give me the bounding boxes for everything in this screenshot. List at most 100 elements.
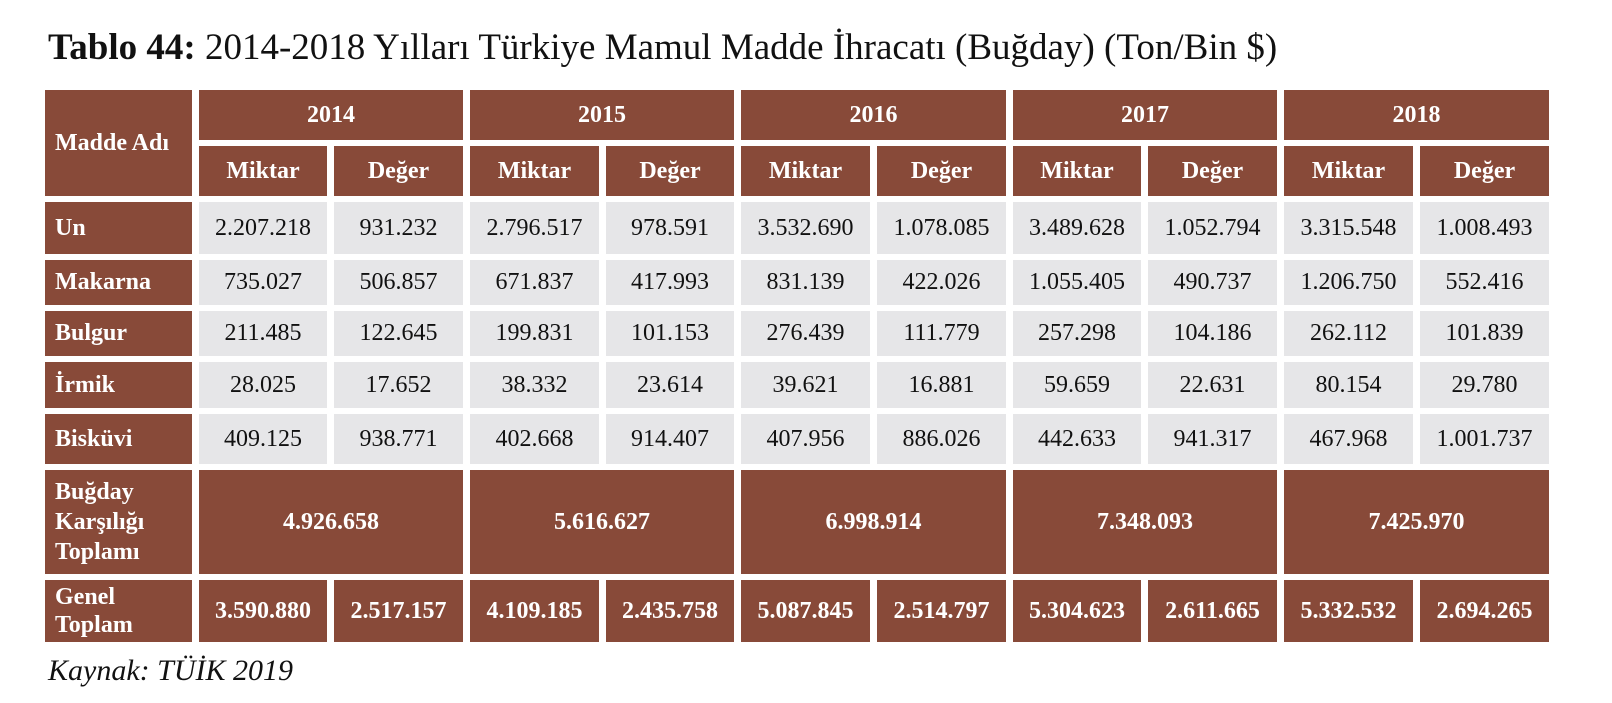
value-cell: 735.027: [199, 260, 327, 305]
total-cell: 2.694.265: [1420, 580, 1549, 642]
value-cell: 16.881: [877, 362, 1006, 408]
value-cell: 1.001.737: [1420, 414, 1549, 464]
value-cell: 3.532.690: [741, 202, 870, 254]
year-header: 2014: [199, 90, 463, 140]
value-cell: 39.621: [741, 362, 870, 408]
value-cell: 111.779: [877, 311, 1006, 356]
value-cell: 941.317: [1148, 414, 1277, 464]
value-cell: 831.139: [741, 260, 870, 305]
row-label: Bisküvi: [45, 414, 192, 464]
year-header: 2016: [741, 90, 1006, 140]
year-header: 2018: [1284, 90, 1549, 140]
table-title: Tablo 44: 2014-2018 Yılları Türkiye Mamu…: [48, 26, 1277, 70]
total-cell: 5.332.532: [1284, 580, 1413, 642]
value-cell: 886.026: [877, 414, 1006, 464]
value-cell: 262.112: [1284, 311, 1413, 356]
value-cell: 1.008.493: [1420, 202, 1549, 254]
value-cell: 101.153: [606, 311, 734, 356]
table-number: Tablo 44:: [48, 27, 196, 68]
value-cell: 938.771: [334, 414, 463, 464]
year-header: 2015: [470, 90, 734, 140]
total-cell: 7.425.970: [1284, 470, 1549, 574]
miktar-header: Miktar: [199, 146, 327, 196]
value-cell: 22.631: [1148, 362, 1277, 408]
total-cell: 5.616.627: [470, 470, 734, 574]
total-cell: 2.517.157: [334, 580, 463, 642]
total-cell: 5.087.845: [741, 580, 870, 642]
deger-header: Değer: [334, 146, 463, 196]
table-row: Makarna 735.027 506.857 671.837 417.993 …: [45, 260, 1549, 305]
miktar-header: Miktar: [1013, 146, 1141, 196]
year-header: 2017: [1013, 90, 1277, 140]
value-cell: 104.186: [1148, 311, 1277, 356]
value-cell: 1.078.085: [877, 202, 1006, 254]
table-caption: 2014-2018 Yılları Türkiye Mamul Madde İh…: [204, 27, 1278, 68]
value-cell: 506.857: [334, 260, 463, 305]
sub-header-row: Miktar Değer Miktar Değer Miktar Değer M…: [45, 146, 1549, 196]
value-cell: 671.837: [470, 260, 599, 305]
value-cell: 28.025: [199, 362, 327, 408]
value-cell: 2.796.517: [470, 202, 599, 254]
table-row: Bisküvi 409.125 938.771 402.668 914.407 …: [45, 414, 1549, 464]
value-cell: 3.489.628: [1013, 202, 1141, 254]
value-cell: 17.652: [334, 362, 463, 408]
deger-header: Değer: [606, 146, 734, 196]
value-cell: 931.232: [334, 202, 463, 254]
value-cell: 402.668: [470, 414, 599, 464]
row-label-line: Karşılığı: [55, 509, 145, 535]
total-cell: 5.304.623: [1013, 580, 1141, 642]
table-row: İrmik 28.025 17.652 38.332 23.614 39.621…: [45, 362, 1549, 408]
grand-total-row: Genel Toplam 3.590.880 2.517.157 4.109.1…: [45, 580, 1549, 642]
total-cell: 2.611.665: [1148, 580, 1277, 642]
value-cell: 490.737: [1148, 260, 1277, 305]
value-cell: 407.956: [741, 414, 870, 464]
value-cell: 80.154: [1284, 362, 1413, 408]
total-cell: 4.109.185: [470, 580, 599, 642]
deger-header: Değer: [1420, 146, 1549, 196]
value-cell: 199.831: [470, 311, 599, 356]
total-cell: 2.514.797: [877, 580, 1006, 642]
total-cell: 3.590.880: [199, 580, 327, 642]
value-cell: 122.645: [334, 311, 463, 356]
deger-header: Değer: [1148, 146, 1277, 196]
value-cell: 552.416: [1420, 260, 1549, 305]
value-cell: 101.839: [1420, 311, 1549, 356]
value-cell: 422.026: [877, 260, 1006, 305]
value-cell: 978.591: [606, 202, 734, 254]
row-label: İrmik: [45, 362, 192, 408]
total-cell: 6.998.914: [741, 470, 1006, 574]
row-label: Genel Toplam: [45, 580, 192, 642]
miktar-header: Miktar: [1284, 146, 1413, 196]
table-row: Bulgur 211.485 122.645 199.831 101.153 2…: [45, 311, 1549, 356]
wheat-total-row: Buğday Karşılığı Toplamı 4.926.658 5.616…: [45, 470, 1549, 574]
total-cell: 4.926.658: [199, 470, 463, 574]
value-cell: 409.125: [199, 414, 327, 464]
row-label: Un: [45, 202, 192, 254]
value-cell: 2.207.218: [199, 202, 327, 254]
value-cell: 257.298: [1013, 311, 1141, 356]
value-cell: 417.993: [606, 260, 734, 305]
deger-header: Değer: [877, 146, 1006, 196]
value-cell: 467.968: [1284, 414, 1413, 464]
value-cell: 23.614: [606, 362, 734, 408]
value-cell: 211.485: [199, 311, 327, 356]
total-cell: 2.435.758: [606, 580, 734, 642]
value-cell: 3.315.548: [1284, 202, 1413, 254]
header-madde-adi: Madde Adı: [45, 90, 192, 196]
total-cell: 7.348.093: [1013, 470, 1277, 574]
table-row: Un 2.207.218 931.232 2.796.517 978.591 3…: [45, 202, 1549, 254]
row-label-line: Buğday: [55, 479, 134, 505]
row-label: Makarna: [45, 260, 192, 305]
value-cell: 1.055.405: [1013, 260, 1141, 305]
miktar-header: Miktar: [741, 146, 870, 196]
miktar-header: Miktar: [470, 146, 599, 196]
value-cell: 38.332: [470, 362, 599, 408]
value-cell: 1.206.750: [1284, 260, 1413, 305]
row-label-line: Toplam: [55, 612, 133, 638]
row-label-line: Toplamı: [55, 539, 140, 565]
value-cell: 1.052.794: [1148, 202, 1277, 254]
value-cell: 29.780: [1420, 362, 1549, 408]
row-label-line: Genel: [55, 584, 115, 610]
value-cell: 59.659: [1013, 362, 1141, 408]
row-label: Bulgur: [45, 311, 192, 356]
